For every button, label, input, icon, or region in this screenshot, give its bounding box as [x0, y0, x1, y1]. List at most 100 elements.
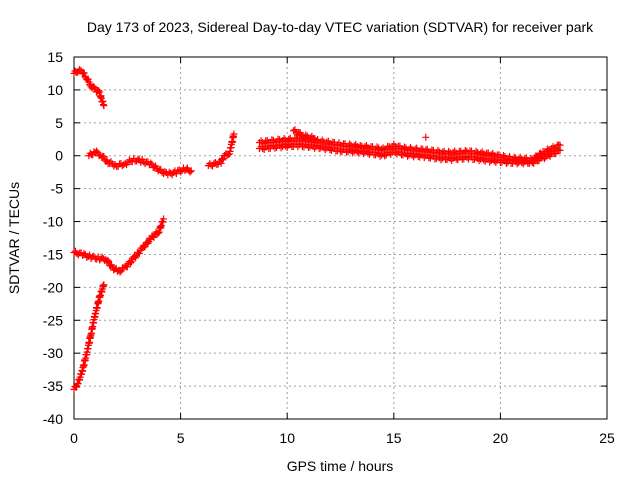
y-tick-label: 10: [47, 82, 63, 98]
data-point-marker: [434, 152, 442, 160]
x-tick-label: 25: [599, 430, 615, 446]
data-point-marker: [487, 156, 495, 164]
series-track-7: [255, 140, 564, 168]
series-track-3: [70, 215, 168, 276]
data-point-marker: [411, 151, 419, 159]
data-point-marker: [422, 152, 430, 160]
data-point-marker: [540, 155, 548, 163]
data-point-marker: [326, 146, 334, 154]
data-point-marker: [259, 145, 267, 153]
plot-frame: [73, 56, 608, 420]
data-point-marker: [76, 65, 84, 73]
data-point-marker: [472, 153, 480, 161]
data-point-marker: [280, 134, 288, 142]
series-track-1: [70, 65, 108, 110]
data-point-marker: [104, 256, 112, 264]
data-point-marker: [349, 149, 357, 157]
data-point-marker: [285, 141, 293, 149]
data-point-marker: [499, 156, 507, 164]
data-point-marker: [187, 167, 195, 175]
axis-ticks: 0 5 10 15 20 25 -40 -35 -30 -25 -20 -15 -10 -5 0 5 10 15: [43, 49, 615, 446]
data-point-marker: [400, 143, 408, 151]
series-track-5: [204, 130, 238, 170]
grid-lines: [74, 57, 607, 419]
data-point-marker: [434, 146, 442, 154]
series-track-9: [422, 133, 430, 141]
y-tick-label: -40: [43, 411, 63, 427]
data-point-marker: [177, 168, 185, 176]
data-point-marker: [381, 152, 389, 160]
data-point-marker: [160, 215, 168, 223]
y-tick-label: 15: [47, 49, 63, 65]
x-tick-label: 15: [386, 430, 402, 446]
data-point-marker: [521, 158, 529, 166]
data-point-marker: [552, 150, 560, 158]
data-point-marker: [73, 383, 81, 391]
data-point-marker: [311, 135, 319, 143]
data-point-marker: [472, 147, 480, 155]
data-point-marker: [480, 150, 488, 158]
data-point-marker: [308, 141, 316, 149]
data-point-marker: [126, 259, 134, 267]
data-point-marker: [323, 144, 331, 152]
data-point-marker: [259, 139, 267, 147]
data-point-marker: [224, 151, 232, 159]
data-point-marker: [277, 144, 285, 152]
data-point-marker: [154, 229, 162, 237]
x-tick-label: 10: [279, 430, 295, 446]
data-point-marker: [510, 157, 518, 165]
series-track-2: [85, 147, 195, 179]
data-point-marker: [439, 148, 447, 156]
data-point-marker: [93, 147, 101, 155]
data-point-marker: [411, 145, 419, 153]
data-point-marker: [361, 148, 369, 156]
data-point-marker: [302, 131, 310, 139]
data-point-marker: [364, 149, 372, 157]
data-point-marker: [445, 147, 453, 155]
data-point-marker: [123, 263, 131, 271]
data-point-marker: [100, 102, 108, 110]
series-track-4: [70, 281, 108, 393]
data-point-marker: [98, 253, 106, 261]
series-track-8: [290, 126, 319, 143]
data-point-marker: [337, 141, 344, 149]
x-tick-label: 5: [177, 430, 185, 446]
data-point-marker: [490, 157, 498, 165]
data-point-marker: [445, 153, 453, 161]
data-point-marker: [135, 249, 143, 257]
data-point-marker: [271, 144, 279, 152]
data-point-marker: [147, 159, 155, 167]
x-tick-label: 0: [70, 430, 78, 446]
data-point-marker: [425, 154, 433, 162]
y-tick-label: -25: [43, 312, 63, 328]
data-point-marker: [350, 147, 358, 155]
data-point-marker: [400, 149, 408, 157]
data-point-marker: [157, 165, 165, 173]
y-tick-label: 0: [55, 148, 63, 164]
data-point-marker: [128, 258, 136, 266]
data-point-marker: [306, 134, 314, 142]
data-point-marker: [449, 154, 457, 162]
data-point-marker: [280, 140, 288, 148]
x-axis-label: GPS time / hours: [287, 458, 394, 474]
data-point-marker: [326, 140, 334, 148]
x-tick-label: 20: [493, 430, 509, 446]
data-point-marker: [285, 135, 293, 143]
y-tick-label: -15: [43, 246, 63, 262]
y-tick-label: -20: [43, 279, 63, 295]
y-tick-label: -30: [43, 345, 63, 361]
data-point-marker: [90, 83, 98, 91]
data-point-marker: [230, 130, 238, 138]
data-point-marker: [477, 149, 485, 157]
y-tick-label: -5: [51, 181, 64, 197]
data-point-marker: [282, 142, 290, 150]
data-point-marker: [80, 69, 88, 77]
chart-title: Day 173 of 2023, Sidereal Day-to-day VTE…: [87, 19, 594, 35]
data-point-marker: [100, 152, 108, 160]
data-point-marker: [80, 249, 88, 257]
data-point-marker: [323, 138, 331, 146]
data-point-marker: [219, 155, 227, 163]
data-point-marker: [116, 268, 124, 276]
data-point-marker: [449, 148, 457, 156]
data-point-marker: [262, 137, 270, 145]
